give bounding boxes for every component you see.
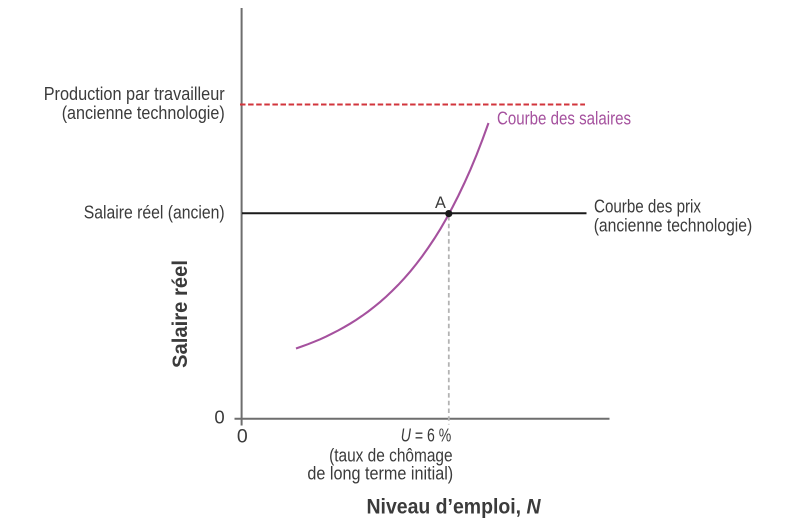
svg-text:0: 0 [214,406,224,427]
svg-text:de long terme initial): de long terme initial) [307,462,453,483]
svg-text:(taux de chômage: (taux de chômage [329,444,453,465]
svg-text:Salaire réel (ancien): Salaire réel (ancien) [84,201,225,222]
svg-text:A: A [435,194,446,212]
svg-text:0: 0 [237,425,248,447]
svg-text:Courbe des prix: Courbe des prix [594,196,702,217]
svg-text:Niveau d’emploi, N: Niveau d’emploi, N [367,494,541,518]
svg-text:(ancienne technologie): (ancienne technologie) [62,102,225,123]
svg-text:Production par travailleur: Production par travailleur [44,83,225,104]
svg-text:(ancienne technologie): (ancienne technologie) [594,215,753,236]
svg-text:Salaire réel: Salaire réel [169,260,192,368]
svg-text:Courbe des salaires: Courbe des salaires [497,107,631,128]
svg-text:U = 6 %: U = 6 % [401,425,452,446]
